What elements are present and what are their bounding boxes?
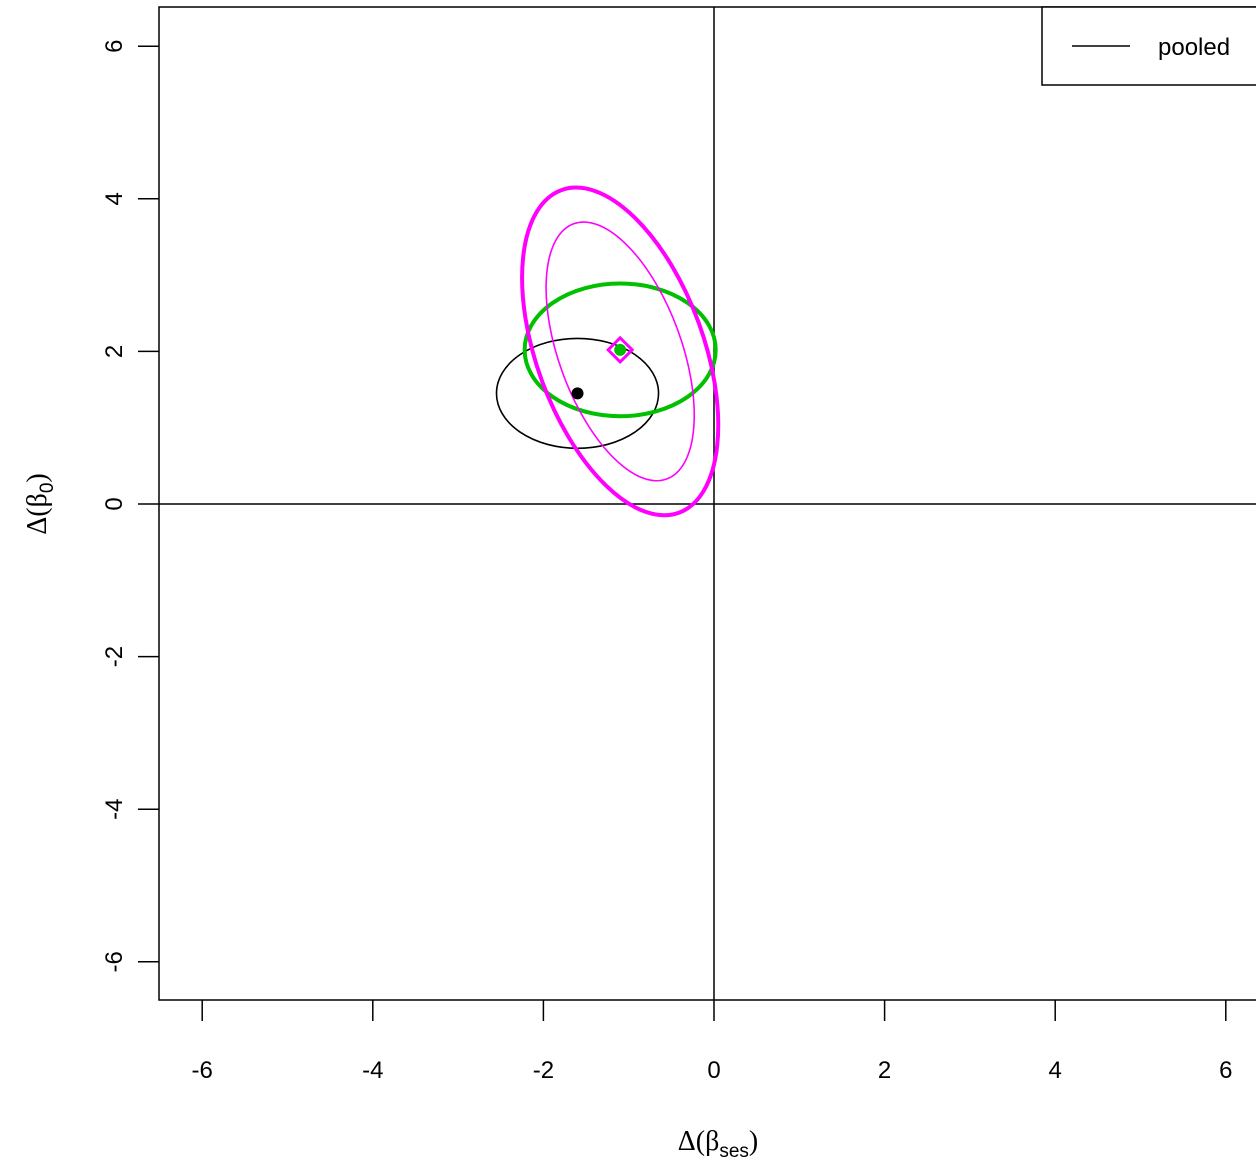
confidence-ellipse-3 (520, 185, 721, 518)
point-1 (614, 343, 627, 356)
y-tick-label: 2 (101, 345, 128, 358)
point-diamond-2 (606, 335, 635, 364)
y-tick-label: 4 (101, 192, 128, 205)
confidence-ellipse-1 (522, 281, 718, 419)
x-tick-label: 0 (707, 1057, 720, 1084)
confidence-ellipse-2 (545, 221, 696, 482)
y-tick-label: 0 (101, 497, 128, 510)
x-tick-label: -6 (192, 1057, 213, 1084)
y-tick-label: -4 (101, 799, 128, 820)
legend-label-pooled: pooled (1158, 34, 1230, 61)
y-axis-label: Δ(β0) (22, 473, 58, 534)
x-tick-label: -2 (533, 1057, 554, 1084)
x-tick-label: 2 (878, 1057, 891, 1084)
point-0 (571, 387, 584, 400)
y-tick-label: -6 (101, 951, 128, 972)
x-axis-label: Δ(βses) (678, 1126, 758, 1161)
y-tick-label: -2 (101, 646, 128, 667)
y-tick-label: 6 (101, 40, 128, 53)
x-tick-label: 4 (1049, 1057, 1062, 1084)
legend: pooled (1041, 6, 1256, 86)
x-tick-label: 6 (1219, 1057, 1232, 1084)
x-tick-label: -4 (362, 1057, 383, 1084)
